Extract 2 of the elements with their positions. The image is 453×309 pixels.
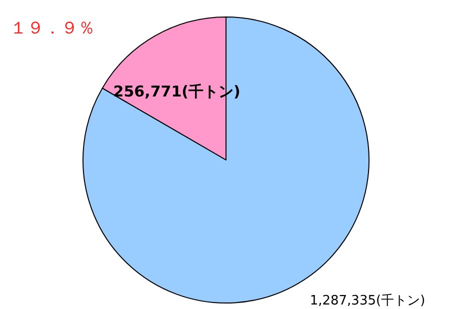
- text: １９．９％: [10, 18, 95, 38]
- data-label: 1,287,335(千トン): [310, 293, 426, 308]
